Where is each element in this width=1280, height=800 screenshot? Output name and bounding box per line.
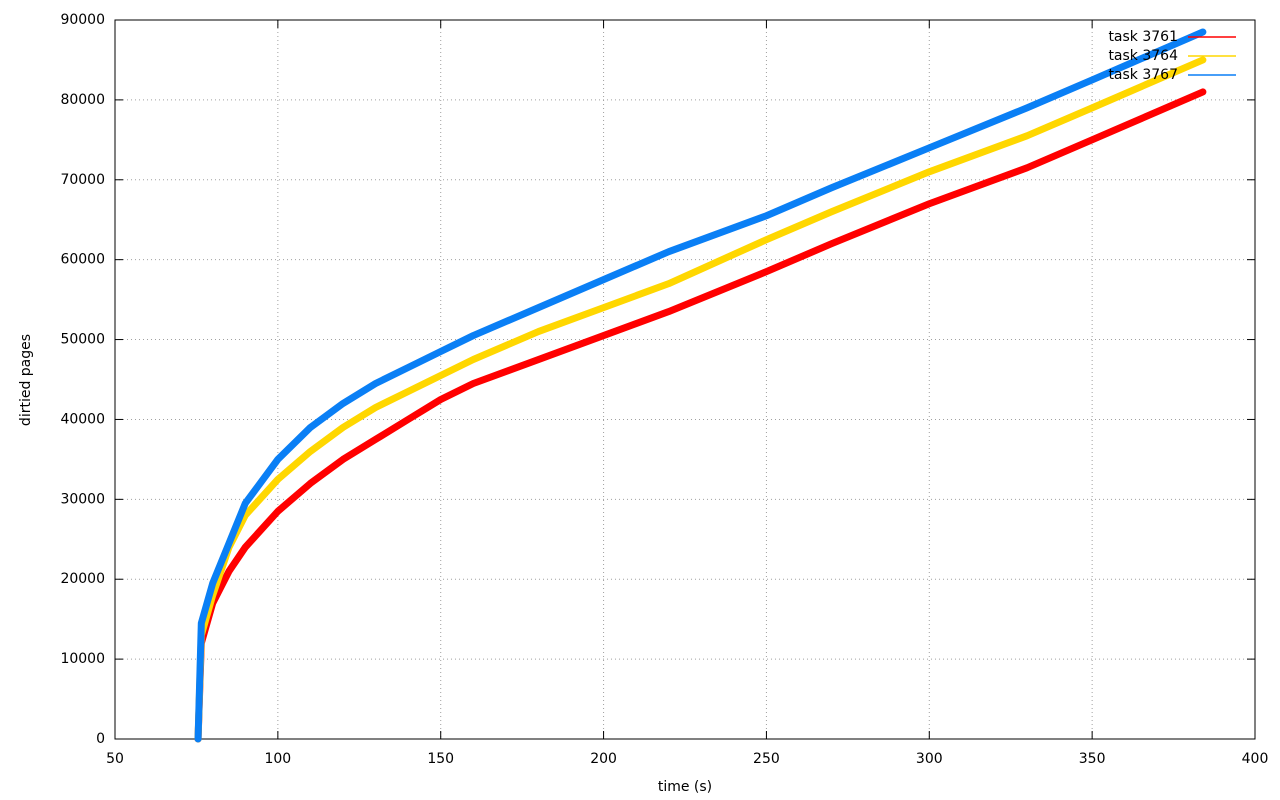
- legend-label: task 3764: [1108, 48, 1178, 64]
- x-tick-label: 250: [753, 751, 780, 767]
- y-tick-label: 90000: [60, 12, 105, 28]
- y-tick-label: 70000: [60, 172, 105, 188]
- y-tick-label: 10000: [60, 651, 105, 667]
- legend-label: task 3767: [1108, 67, 1178, 83]
- x-axis-label: time (s): [658, 779, 712, 795]
- y-tick-label: 60000: [60, 252, 105, 268]
- x-tick-label: 150: [427, 751, 454, 767]
- x-tick-label: 350: [1079, 751, 1106, 767]
- x-tick-label: 400: [1242, 751, 1269, 767]
- plot-border: [114, 19, 1256, 740]
- y-tick-label: 50000: [60, 332, 105, 348]
- series-line: [194, 88, 1207, 743]
- y-tick-label: 0: [96, 731, 105, 747]
- y-tick-label: 20000: [60, 571, 105, 587]
- series-line: [194, 28, 1207, 743]
- y-tick-label: 80000: [60, 92, 105, 108]
- y-tick-label: 30000: [60, 491, 105, 507]
- legend-label: task 3761: [1108, 29, 1178, 45]
- y-tick-label: 40000: [60, 411, 105, 427]
- y-axis-label: dirtied pages: [18, 334, 34, 426]
- x-tick-label: 200: [590, 751, 617, 767]
- x-tick-label: 100: [264, 751, 291, 767]
- x-tick-label: 50: [106, 751, 124, 767]
- x-tick-label: 300: [916, 751, 943, 767]
